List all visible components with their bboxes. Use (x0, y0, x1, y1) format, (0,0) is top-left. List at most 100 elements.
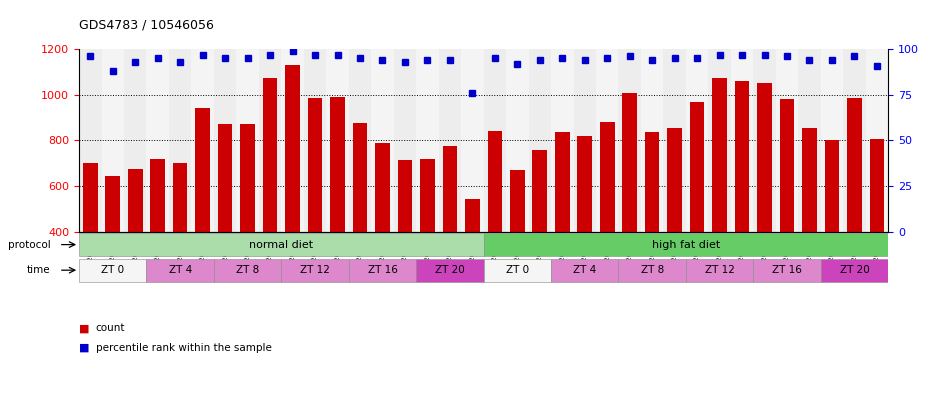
Text: ZT 16: ZT 16 (772, 265, 802, 275)
Bar (578, 136, 592, 232)
Bar (375, 143, 390, 232)
Bar (169, 49, 192, 232)
Bar (641, 49, 663, 232)
Bar (820, 259, 888, 282)
Bar (308, 98, 323, 232)
Bar (371, 49, 393, 232)
Bar (712, 78, 727, 232)
Bar (79, 259, 147, 282)
Bar (443, 146, 458, 232)
Bar (487, 131, 502, 232)
Bar (326, 49, 349, 232)
Bar (600, 122, 615, 232)
Text: ZT 8: ZT 8 (236, 265, 259, 275)
Bar (510, 170, 525, 232)
Text: time: time (27, 265, 51, 275)
Bar (506, 49, 528, 232)
Text: ■: ■ (79, 343, 89, 353)
Text: normal diet: normal diet (249, 240, 313, 250)
Bar (173, 163, 188, 232)
Bar (574, 49, 596, 232)
Text: high fat diet: high fat diet (652, 240, 720, 250)
Bar (83, 163, 98, 232)
Bar (214, 49, 236, 232)
Bar (779, 99, 794, 232)
Bar (128, 169, 142, 232)
Bar (685, 49, 709, 232)
Bar (398, 160, 412, 232)
Bar (690, 102, 704, 232)
Bar (349, 49, 371, 232)
Bar (151, 159, 165, 232)
Bar (79, 233, 484, 256)
Bar (263, 78, 277, 232)
Text: ZT 4: ZT 4 (168, 265, 192, 275)
Bar (147, 49, 169, 232)
Bar (533, 150, 547, 232)
Bar (330, 97, 345, 232)
Bar (798, 49, 820, 232)
Bar (618, 259, 685, 282)
Bar (596, 49, 618, 232)
Text: ZT 12: ZT 12 (705, 265, 735, 275)
Bar (349, 259, 417, 282)
Bar (644, 132, 659, 232)
Bar (847, 98, 862, 232)
Bar (79, 49, 101, 232)
Text: ZT 8: ZT 8 (641, 265, 664, 275)
Bar (124, 49, 147, 232)
Bar (618, 49, 641, 232)
Bar (420, 159, 434, 232)
Bar (240, 125, 255, 232)
Bar (214, 259, 281, 282)
Bar (753, 49, 776, 232)
Text: protocol: protocol (8, 240, 51, 250)
Bar (192, 49, 214, 232)
Bar (281, 259, 349, 282)
Bar (731, 49, 753, 232)
Bar (461, 49, 484, 232)
Bar (622, 92, 637, 232)
Bar (825, 140, 839, 232)
Text: ZT 4: ZT 4 (573, 265, 596, 275)
Bar (776, 49, 798, 232)
Bar (236, 49, 259, 232)
Bar (820, 49, 844, 232)
Text: percentile rank within the sample: percentile rank within the sample (96, 343, 272, 353)
Bar (528, 49, 551, 232)
Bar (352, 123, 367, 232)
Bar (484, 49, 506, 232)
Text: ■: ■ (79, 323, 89, 333)
Bar (551, 49, 574, 232)
Text: ZT 0: ZT 0 (506, 265, 529, 275)
Bar (484, 233, 888, 256)
Bar (195, 108, 210, 232)
Bar (685, 259, 753, 282)
Bar (735, 81, 750, 232)
Bar (281, 49, 304, 232)
Bar (870, 140, 884, 232)
Bar (417, 259, 484, 282)
Bar (484, 259, 551, 282)
Bar (304, 49, 326, 232)
Bar (663, 49, 685, 232)
Bar (551, 259, 618, 282)
Bar (709, 49, 731, 232)
Bar (803, 128, 817, 232)
Bar (555, 132, 569, 232)
Bar (259, 49, 281, 232)
Text: count: count (96, 323, 126, 333)
Bar (757, 83, 772, 232)
Bar (844, 49, 866, 232)
Text: ZT 0: ZT 0 (101, 265, 125, 275)
Bar (753, 259, 820, 282)
Bar (101, 49, 124, 232)
Bar (393, 49, 417, 232)
Text: ZT 20: ZT 20 (435, 265, 465, 275)
Bar (465, 199, 480, 232)
Bar (147, 259, 214, 282)
Bar (417, 49, 439, 232)
Bar (286, 65, 299, 232)
Bar (668, 128, 682, 232)
Text: GDS4783 / 10546056: GDS4783 / 10546056 (79, 18, 214, 31)
